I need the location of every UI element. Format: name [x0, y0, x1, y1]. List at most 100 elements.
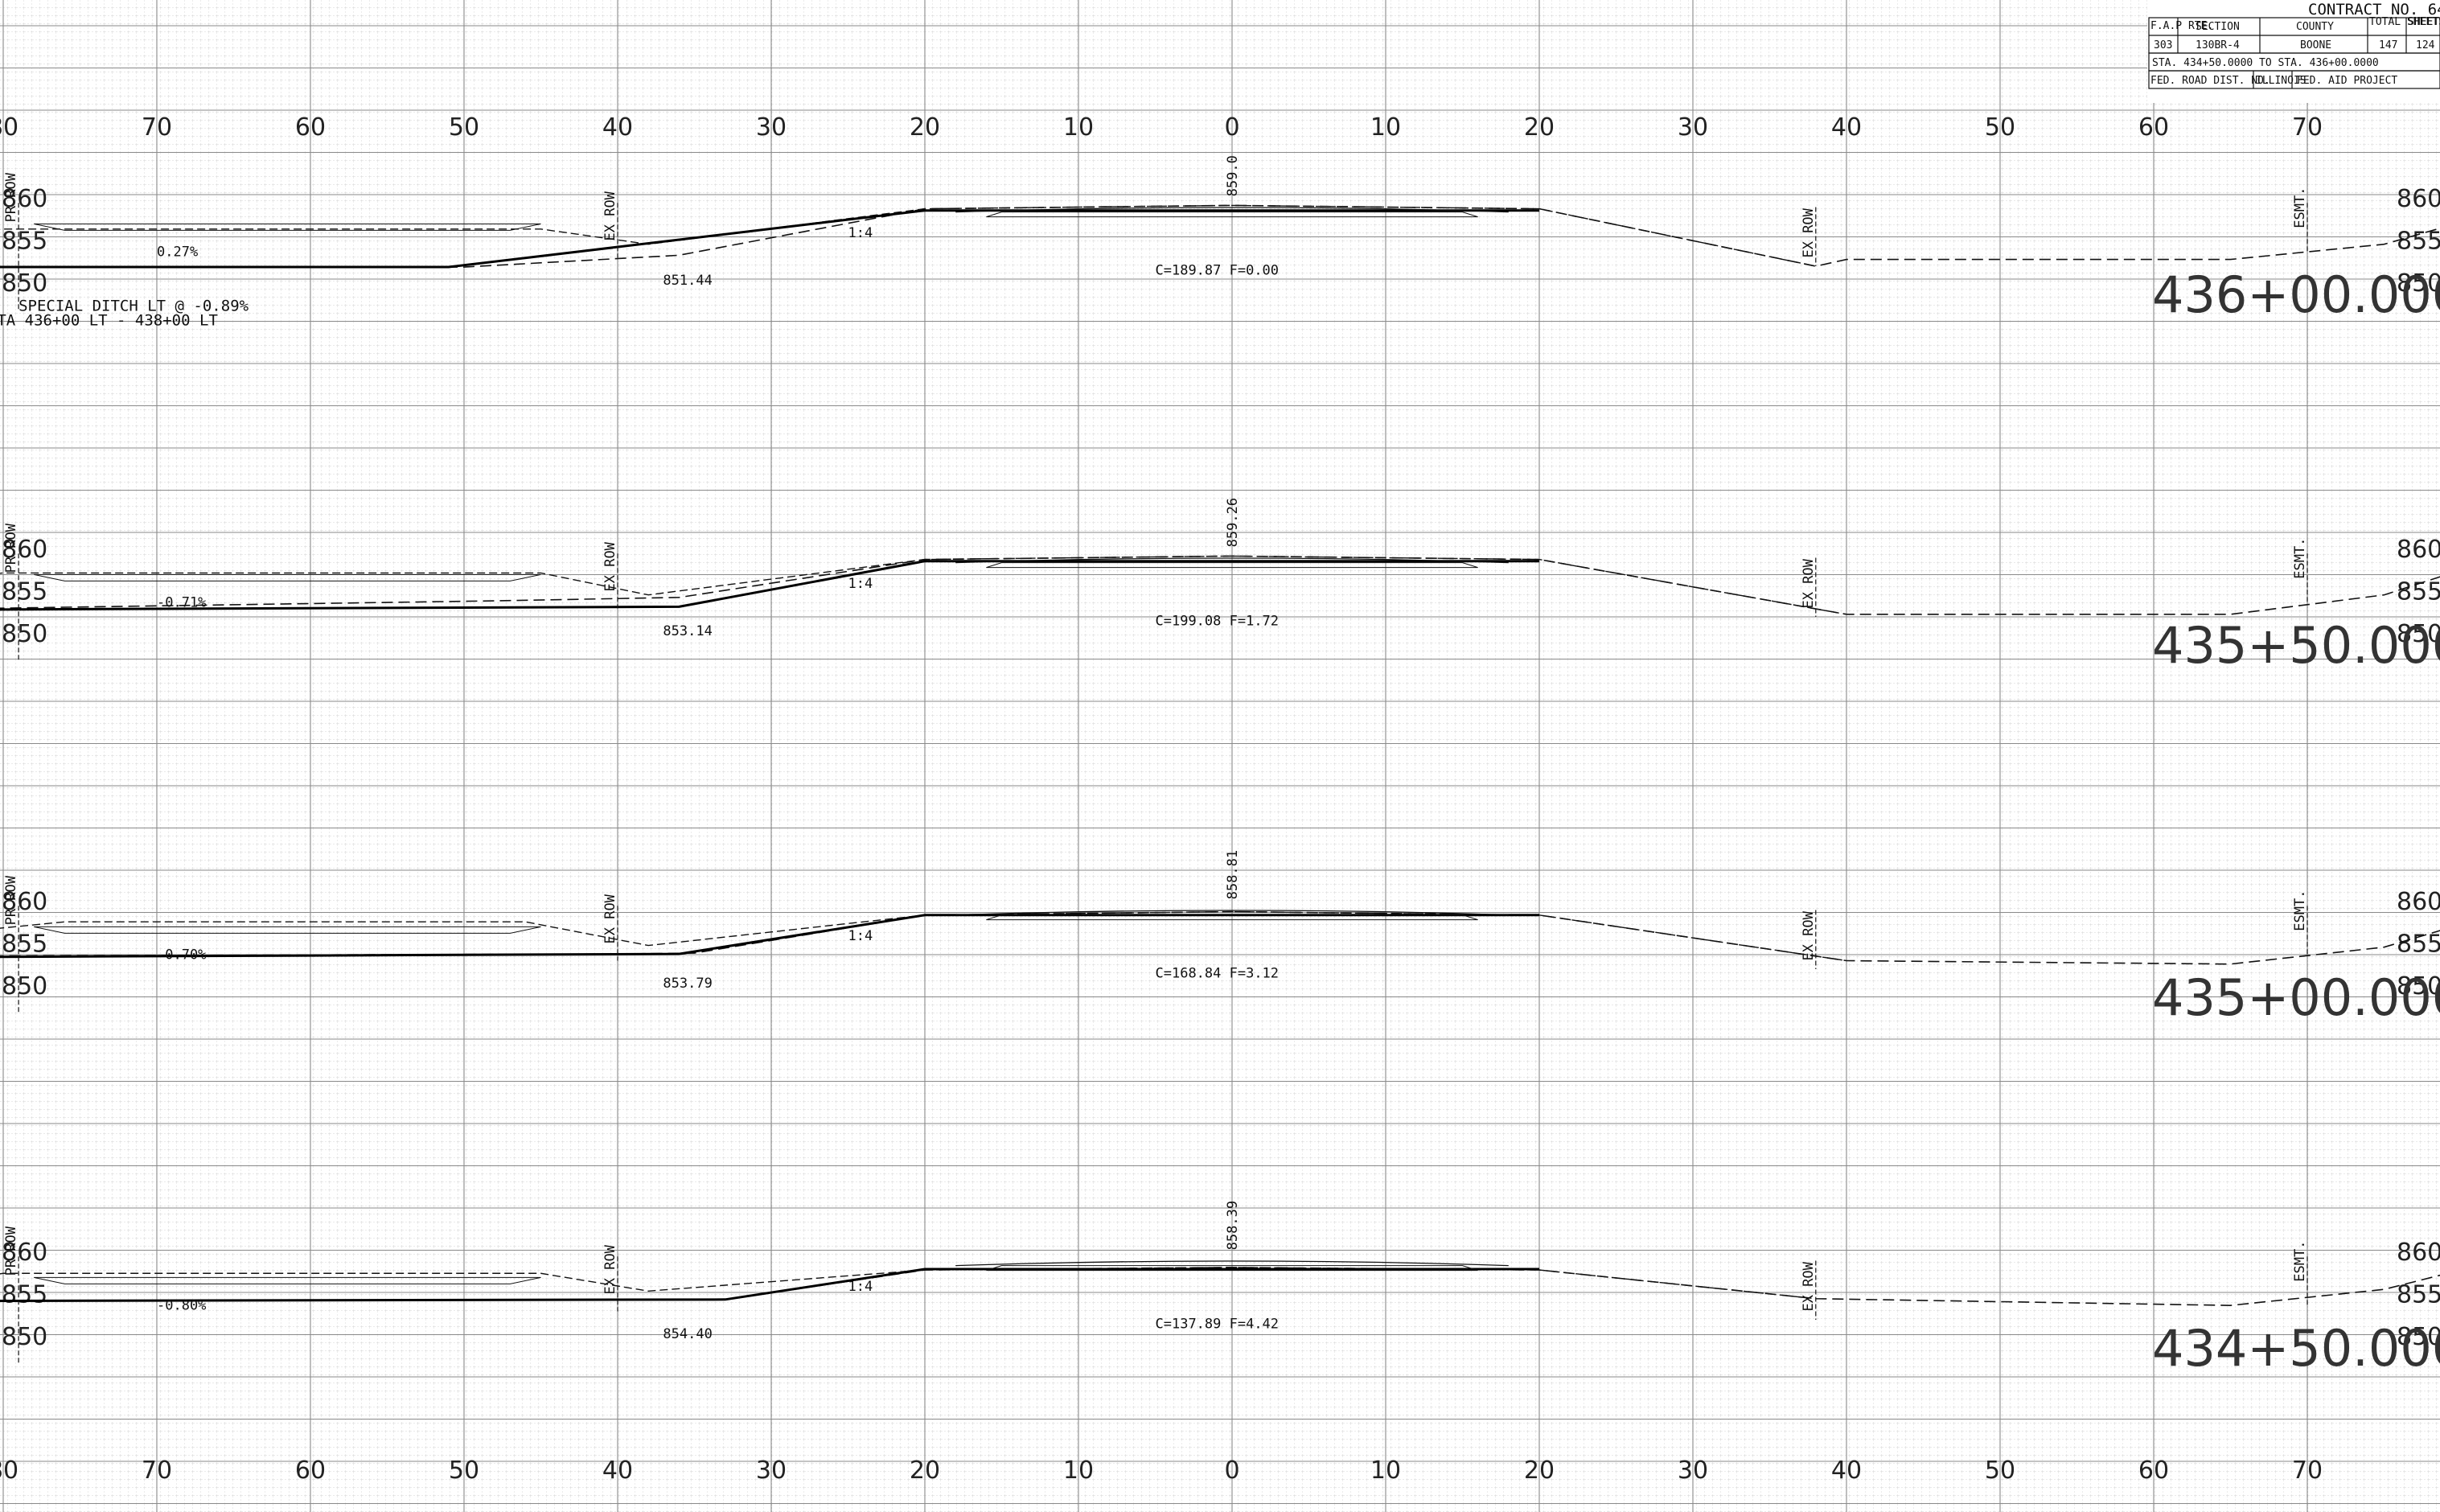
elevation-label-right: 855 — [2397, 228, 2440, 256]
proposed-profile-line — [0, 560, 1539, 611]
berm-section — [34, 926, 541, 934]
tb-station-range: STA. 434+50.0000 TO STA. 436+00.0000 — [2152, 57, 2379, 69]
offset-tick-label: 60 — [295, 113, 326, 142]
cut-fill-label: C=189.87 F=0.00 — [1156, 263, 1280, 279]
offset-tick-label: 50 — [449, 113, 479, 142]
proposed-profile-line — [0, 1268, 1539, 1302]
pavement-section — [986, 562, 1478, 569]
offset-scale-bottom: 1601501401301201101009080706050403020100… — [0, 1457, 2323, 1485]
offset-tick-label: 70 — [142, 1457, 172, 1485]
proposed-profile-line — [0, 209, 1539, 269]
tb-value-rte: 303 — [2154, 39, 2172, 51]
offset-tick-label: 40 — [602, 113, 633, 142]
ex-row-label-right: EX ROW — [1801, 910, 1817, 960]
esmt-label-right: ESMT. — [2292, 538, 2308, 579]
pr-row-label: PR ROW — [3, 1226, 19, 1276]
contract-number: CONTRACT NO. 6480 — [2308, 1, 2440, 18]
tb-value-section: 130BR-4 — [2196, 39, 2240, 51]
slope-label: 1:4 — [848, 576, 873, 592]
station-label: 434+50.0000 — [2152, 1319, 2440, 1378]
grade-label: -0.71% — [157, 595, 206, 611]
cross-section-0: 860 860 855 855 850 850 ESMT. PR ROW EX ROW EX RO… — [0, 155, 2440, 330]
offset-tick-label: 60 — [2138, 1457, 2169, 1485]
offset-tick-label: 70 — [142, 113, 172, 142]
proposed-grading-line — [0, 555, 1847, 615]
cross-section-3: 860 860 855 855 850 850 ESMT. PR ROW EX ROW EX RO… — [0, 1201, 2440, 1378]
offset-tick-label: 70 — [2292, 113, 2323, 142]
offset-scale-top: 1601501401301201101009080706050403020100… — [0, 113, 2323, 142]
tb-header-sheet-no: SHEET NO. — [2408, 16, 2440, 28]
offset-tick-label: 10 — [1063, 1457, 1094, 1485]
tb-project: FED. AID PROJECT — [2297, 75, 2397, 87]
esmt-label-right: ESMT. — [2292, 1241, 2308, 1282]
station-label: 435+50.0000 — [2152, 616, 2440, 675]
ditch-elevation-label: 851.44 — [663, 273, 712, 289]
elevation-label-right: 855 — [2397, 931, 2440, 959]
offset-tick-label: 30 — [1678, 1457, 1708, 1485]
pavement-section — [986, 212, 1478, 218]
berm-section — [34, 573, 541, 581]
esmt-label-right: ESMT. — [2292, 890, 2308, 931]
elevation-label: 860 — [2, 185, 47, 213]
berm-section — [34, 1276, 541, 1284]
offset-tick-label: 60 — [295, 1457, 326, 1485]
proposed-grading-line — [0, 1267, 1816, 1300]
offset-tick-label: 20 — [910, 113, 940, 142]
offset-tick-label: 40 — [1831, 1457, 1862, 1485]
centerline-elevation-label: 859.26 — [1225, 498, 1241, 547]
berm-section — [34, 223, 541, 231]
station-label: 435+00.0000 — [2152, 968, 2440, 1027]
pavement-crown — [955, 207, 1509, 213]
ditch-elevation-label: 853.79 — [663, 976, 712, 992]
slope-label: 1:4 — [848, 225, 873, 241]
slope-label: 1:4 — [848, 1279, 873, 1295]
offset-tick-label: 0 — [1224, 113, 1239, 142]
elevation-label: 860 — [2, 1239, 47, 1267]
elevation-label-right: 855 — [2397, 578, 2440, 606]
elevation-label: 860 — [2, 536, 47, 564]
tb-fed-road: FED. ROAD DIST. NO. — [2150, 75, 2270, 87]
ex-row-label-left: EX ROW — [602, 541, 618, 591]
elevation-label: 860 — [2, 888, 47, 916]
elevation-label-right: 850 — [2397, 620, 2440, 648]
offset-tick-label: 10 — [1370, 1457, 1401, 1485]
elevation-label: 850 — [2, 972, 47, 1000]
station-label: 436+00.0000 — [2152, 265, 2440, 324]
elevation-label: 855 — [2, 931, 47, 959]
grade-label: -0.70% — [157, 947, 206, 963]
offset-tick-label: 80 — [0, 113, 18, 142]
offset-tick-label: 60 — [2138, 113, 2169, 142]
cut-fill-label: C=137.89 F=4.42 — [1156, 1317, 1280, 1333]
ditch-elevation-label: 854.40 — [663, 1326, 712, 1342]
offset-tick-label: 50 — [449, 1457, 479, 1485]
pr-row-label: PR ROW — [3, 523, 19, 573]
ditch-elevation-label: 853.14 — [663, 623, 712, 639]
special-ditch-note: SPECIAL DITCH LT @ -0.89% — [18, 298, 249, 315]
offset-tick-label: 50 — [1985, 1457, 2015, 1485]
elevation-label: 850 — [2, 620, 47, 648]
slope-label: 1:4 — [848, 928, 873, 944]
elevation-label-right: 860 — [2397, 536, 2440, 564]
elevation-label-right: 850 — [2397, 1323, 2440, 1351]
existing-ground-line — [0, 555, 2440, 615]
elevation-label: 850 — [2, 269, 47, 298]
pr-row-label: PR ROW — [3, 172, 19, 222]
centerline-elevation-label: 858.81 — [1225, 850, 1241, 899]
offset-tick-label: 30 — [756, 1457, 787, 1485]
elevation-label-right: 850 — [2397, 269, 2440, 298]
ex-row-label-right: EX ROW — [1801, 1261, 1817, 1311]
offset-tick-label: 50 — [1985, 113, 2015, 142]
pavement-section — [986, 914, 1478, 921]
offset-tick-label: 30 — [1678, 113, 1708, 142]
offset-tick-label: 20 — [1524, 1457, 1555, 1485]
elevation-label: 850 — [2, 1323, 47, 1351]
tb-header-section: SECTION — [2196, 21, 2240, 33]
tb-value-sheet-no: 124 — [2416, 39, 2435, 51]
grade-label: -0.80% — [157, 1298, 206, 1314]
ex-row-label-left: EX ROW — [602, 1244, 618, 1294]
cross-section-2: 860 860 855 855 850 850 ESMT. PR ROW EX ROW EX RO… — [0, 850, 2440, 1027]
elevation-label-right: 860 — [2397, 185, 2440, 213]
elevation-label-right: 860 — [2397, 1239, 2440, 1267]
